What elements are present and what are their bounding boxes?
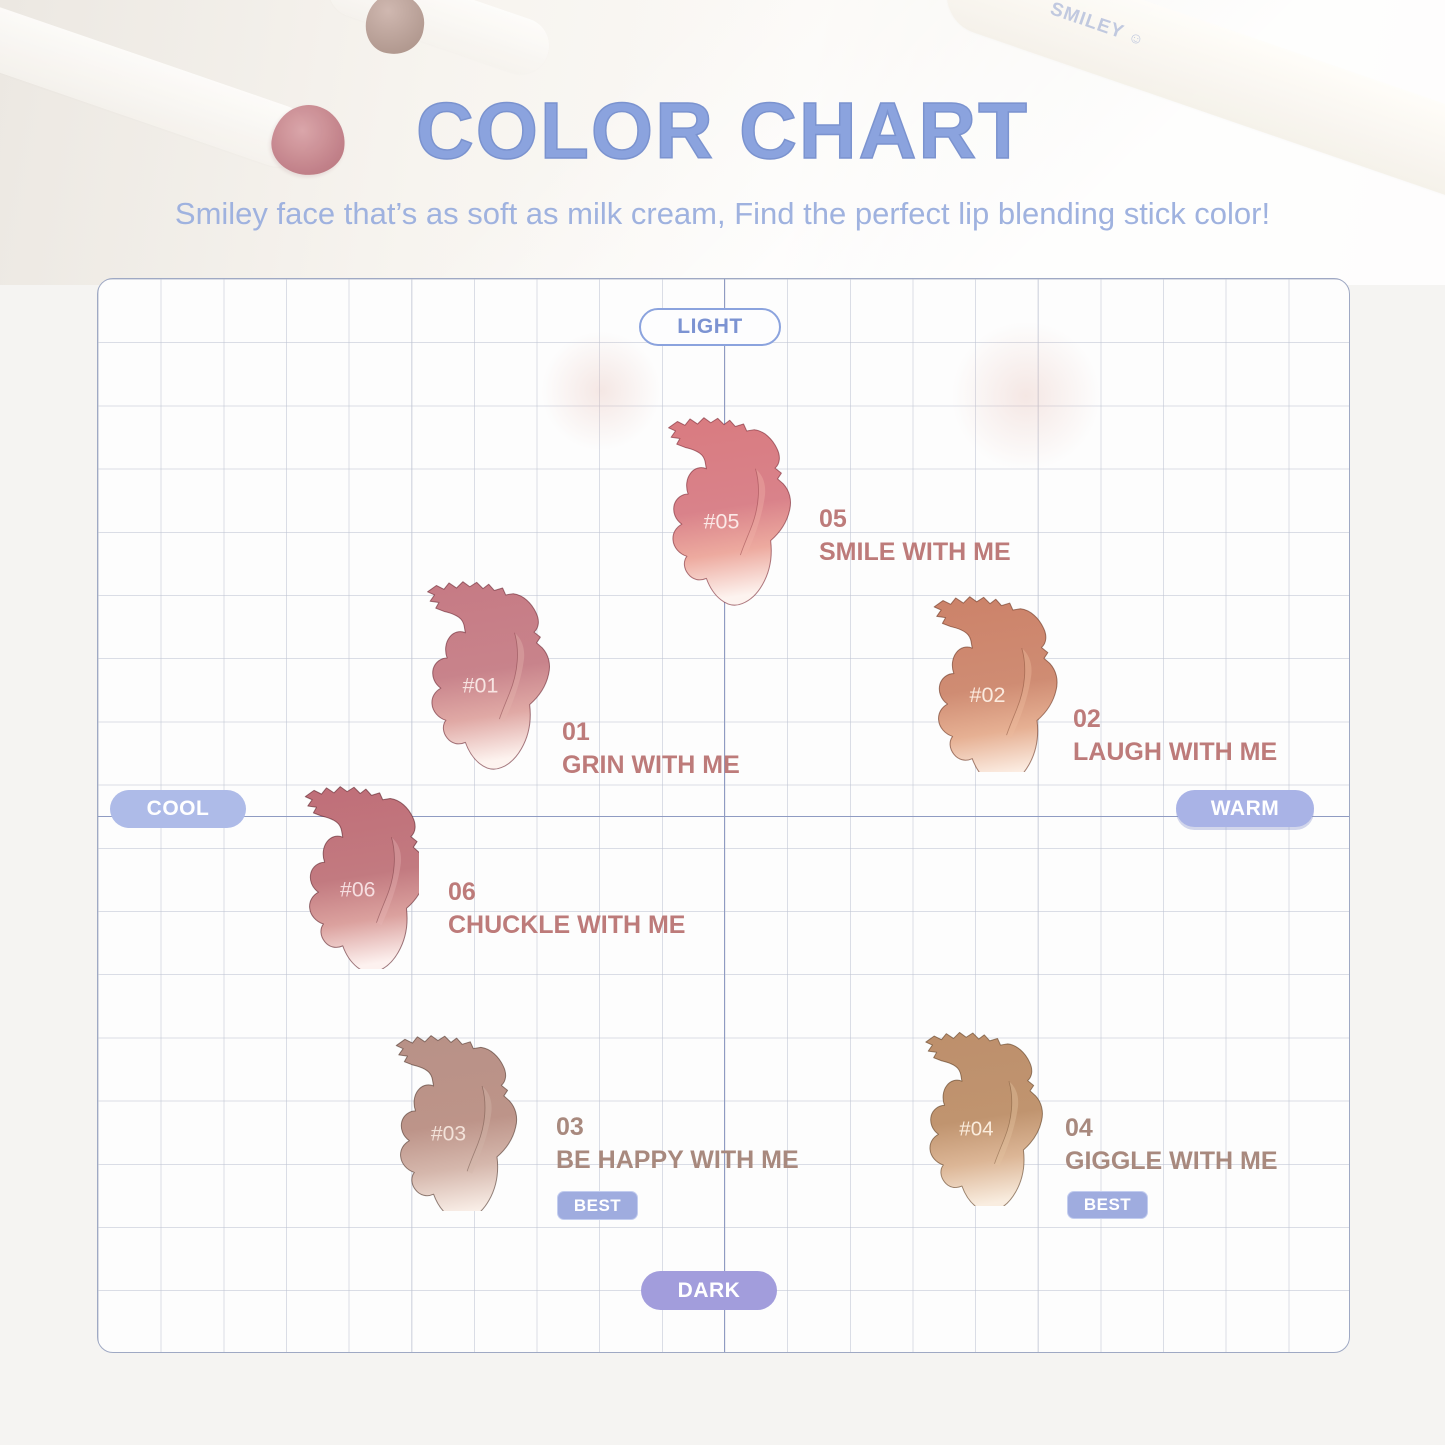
svg-text:#05: #05 bbox=[704, 510, 740, 534]
svg-text:#01: #01 bbox=[463, 674, 499, 698]
svg-text:#03: #03 bbox=[431, 1123, 466, 1146]
svg-text:#04: #04 bbox=[959, 1117, 993, 1140]
svg-text:#02: #02 bbox=[969, 682, 1005, 707]
svg-text:#06: #06 bbox=[340, 879, 375, 902]
